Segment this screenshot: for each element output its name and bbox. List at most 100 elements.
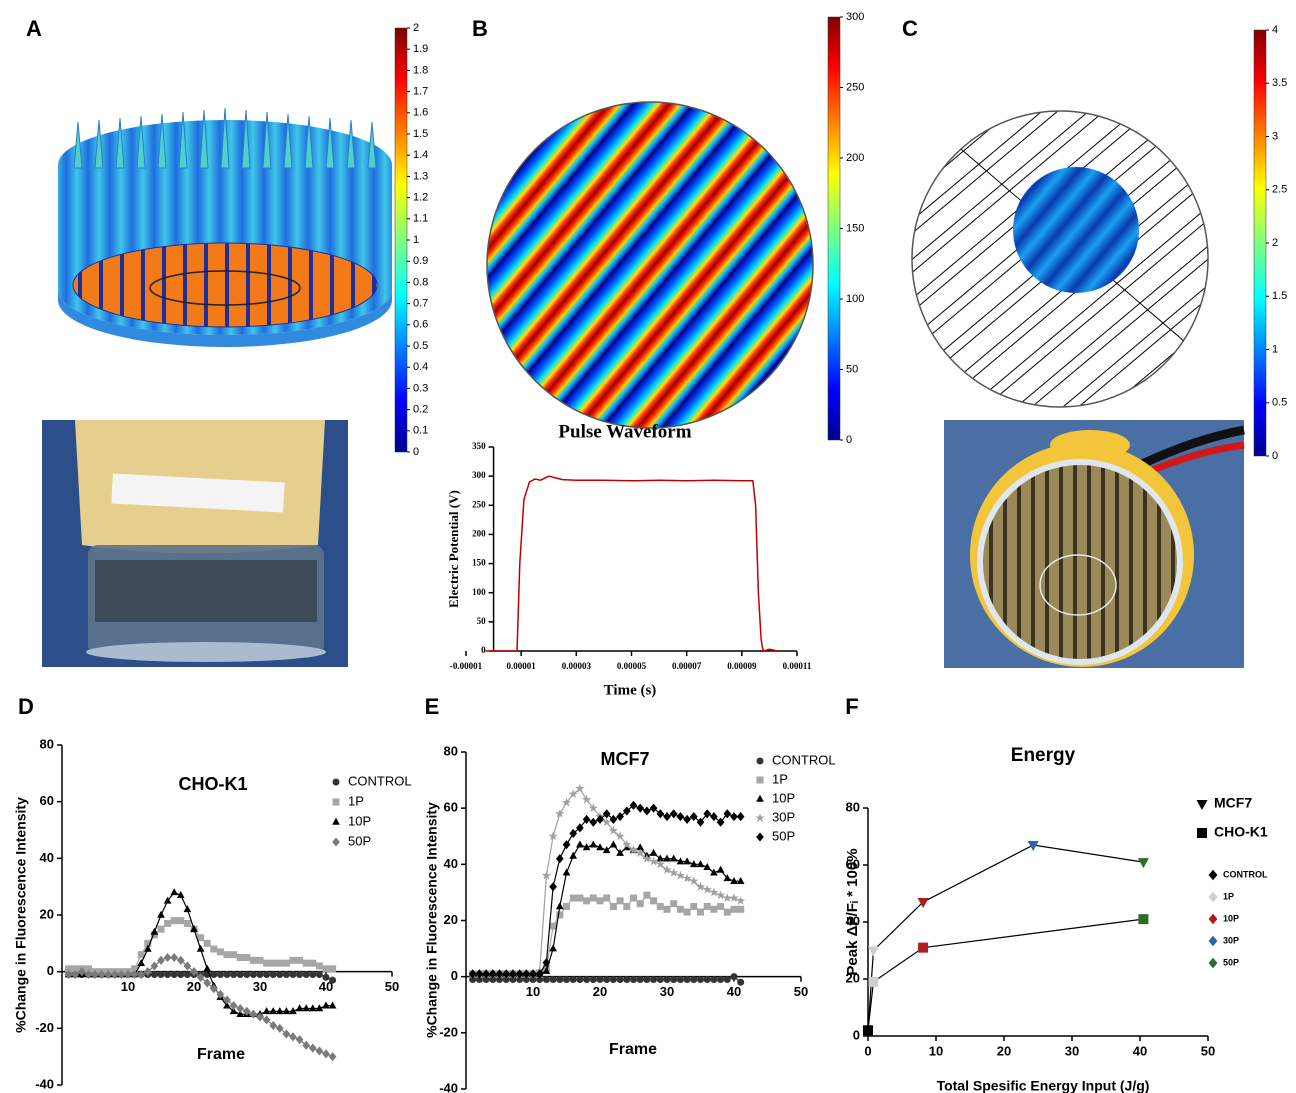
point [535, 969, 544, 979]
y-tick-label: 20 [40, 906, 54, 921]
point [84, 969, 93, 980]
point [329, 976, 337, 984]
colorbar-tick-label: 150 [846, 222, 864, 234]
colorbar-tick-label: 0.7 [413, 298, 428, 310]
legend-marker [332, 817, 340, 825]
colorbar-tick-label: 1.2 [413, 192, 428, 204]
point [124, 969, 132, 980]
point [542, 975, 550, 983]
point [602, 817, 612, 827]
point [150, 927, 159, 935]
point [269, 1020, 278, 1031]
point [302, 1004, 311, 1012]
point [71, 969, 80, 980]
point [209, 984, 218, 994]
point [581, 794, 592, 804]
point [65, 965, 73, 973]
colorbar [827, 16, 841, 441]
legend-label: 30P [772, 809, 795, 824]
colorbar-tick-label: 300 [846, 11, 864, 23]
x-axis-label: Total Spesific Energy Input (J/g) [937, 1078, 1150, 1093]
point [183, 961, 192, 971]
legend-label: MCF7 [1214, 795, 1252, 811]
y-tick-label: 350 [472, 441, 486, 451]
x-axis-label: Frame [609, 1041, 657, 1058]
colorbar-tick-label: 1 [413, 234, 419, 246]
colorbar-tick-label: 100 [846, 293, 864, 305]
point [609, 840, 618, 848]
point [656, 854, 665, 862]
point [502, 975, 510, 983]
y-tick-label: 60 [846, 856, 860, 871]
y-tick-label: 0 [451, 968, 458, 983]
point [289, 1032, 297, 1042]
point [868, 976, 879, 987]
x-tick-label: 10 [121, 979, 135, 994]
y-tick-label: 80 [444, 743, 458, 758]
point [636, 900, 644, 908]
point [723, 908, 731, 916]
point [723, 809, 732, 819]
point [249, 971, 257, 978]
x-tick-label: 20 [593, 984, 607, 999]
point [670, 975, 678, 983]
x-tick-label: -0.00001 [450, 661, 483, 671]
point [696, 860, 705, 868]
legend-label: 50P [772, 828, 795, 843]
point [650, 975, 658, 983]
point [289, 971, 297, 978]
point [676, 857, 685, 865]
point [616, 897, 624, 905]
point [563, 902, 570, 910]
x-tick-label: 50 [1201, 1043, 1215, 1058]
legend-label: 50P [348, 833, 371, 848]
point [563, 975, 570, 983]
point [177, 971, 185, 978]
point [622, 806, 631, 816]
condition-marker [1208, 891, 1218, 903]
point [603, 894, 611, 902]
point [522, 975, 530, 983]
y-tick-label: 40 [444, 856, 458, 871]
point [210, 971, 218, 978]
point [170, 952, 179, 963]
point [730, 973, 738, 981]
point [675, 870, 686, 880]
point [117, 969, 126, 980]
point [236, 1009, 245, 1017]
colorbar-tick-label: 3.5 [1272, 77, 1287, 89]
point [263, 959, 271, 967]
chart-title: Energy [1011, 745, 1076, 766]
point [722, 893, 732, 902]
field-a-model [58, 120, 392, 347]
point [589, 817, 598, 827]
point [650, 897, 658, 905]
point [302, 1040, 311, 1050]
point [322, 1049, 330, 1059]
point [583, 975, 591, 983]
point [469, 975, 477, 983]
legend-marker [332, 778, 340, 786]
colorbar [1253, 29, 1267, 457]
point [275, 1007, 284, 1015]
x-axis-label: Time (s) [604, 682, 657, 698]
colorbar-tick-label: 0.2 [413, 404, 428, 416]
point [730, 812, 738, 822]
point [302, 959, 310, 967]
point [295, 1035, 304, 1045]
point [622, 843, 631, 851]
point [623, 902, 631, 910]
point [315, 971, 323, 978]
point [589, 840, 598, 848]
colorbar-tick-label: 0.5 [1272, 397, 1287, 409]
y-tick-label: -40 [35, 1076, 54, 1091]
y-tick-label: 50 [477, 616, 487, 626]
point [723, 874, 732, 882]
point [576, 975, 584, 983]
colorbar-tick-label: 0 [1272, 450, 1278, 462]
colorbar-tick-label: 2 [413, 22, 419, 34]
point [703, 975, 711, 983]
point [302, 971, 310, 978]
point [648, 856, 659, 866]
y-tick-label: -40 [439, 1080, 458, 1093]
